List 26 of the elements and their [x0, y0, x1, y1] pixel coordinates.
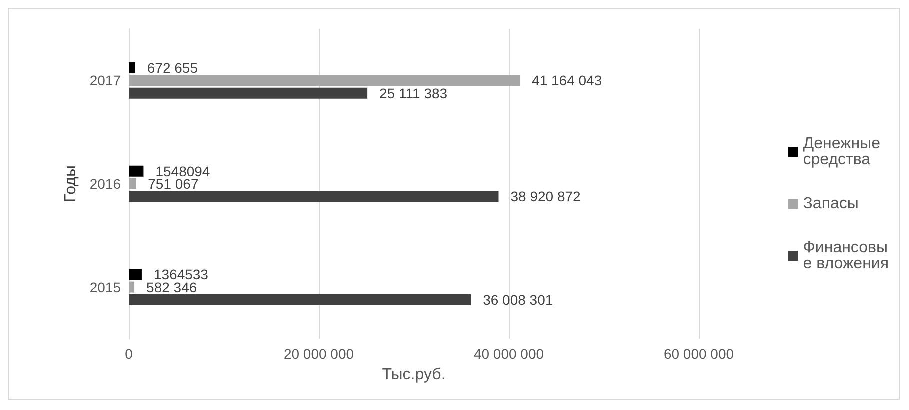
bar	[129, 191, 499, 202]
data-label: 36 008 301	[483, 292, 554, 308]
legend-label: Денежные средства	[803, 136, 885, 168]
bar	[129, 269, 142, 280]
bar	[129, 88, 368, 99]
data-label: 41 164 043	[532, 72, 602, 89]
bar	[129, 178, 136, 190]
x-axis-title: Тыс.руб.	[382, 366, 446, 384]
bar	[129, 282, 135, 293]
x-tick-label: 0	[125, 346, 134, 362]
x-tick-label: 60 000 000	[664, 346, 734, 362]
bar	[129, 294, 472, 306]
legend-label: Запасы	[803, 196, 859, 212]
data-label: 25 111 383	[380, 85, 448, 102]
data-label: 38 920 872	[510, 188, 582, 205]
x-tick-label: 20 000 000	[284, 346, 354, 362]
y-tick-label: 2015	[90, 279, 122, 296]
data-label: 672 655	[147, 60, 198, 76]
bar	[129, 166, 144, 177]
bar	[129, 75, 520, 86]
bar	[129, 62, 136, 74]
y-axis-title: Годы	[62, 166, 80, 202]
x-tick-label: 40 000 000	[474, 346, 544, 362]
y-tick-label: 2017	[90, 72, 122, 89]
legend-label: Финансовые вложения	[803, 240, 889, 272]
y-tick-label: 2016	[90, 176, 122, 192]
